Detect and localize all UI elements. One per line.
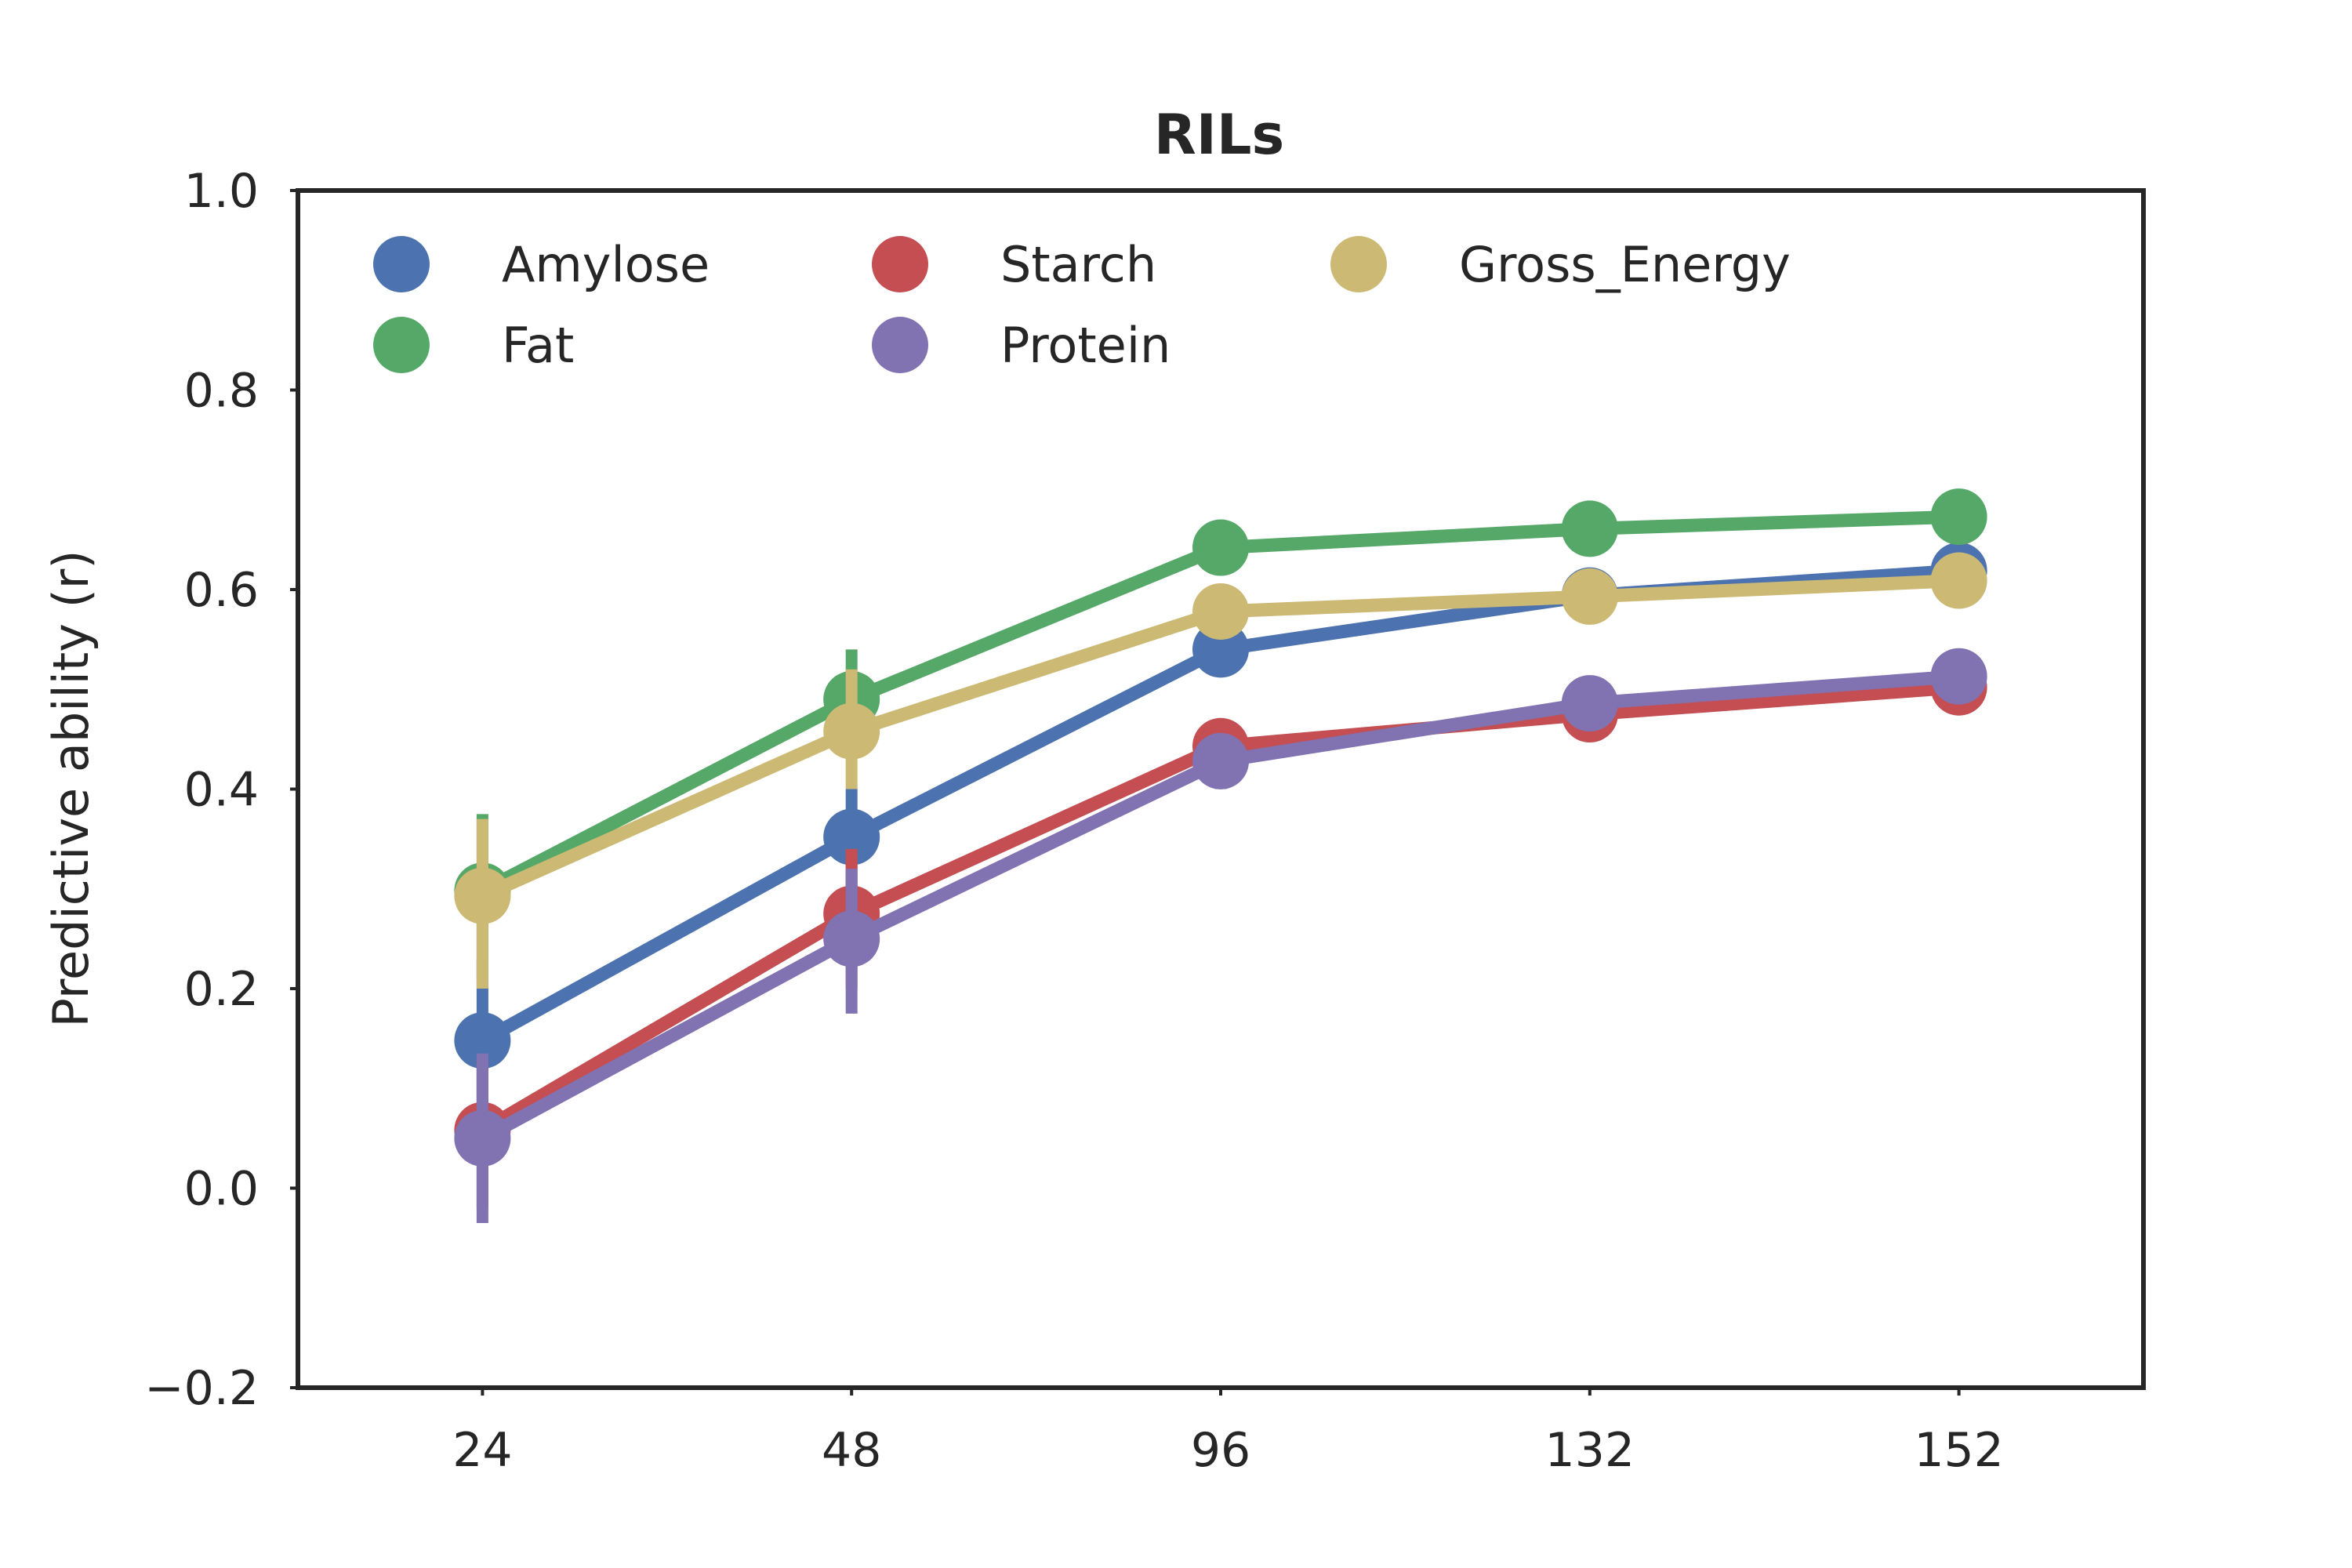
x-tick-label: 132 bbox=[1545, 1423, 1635, 1478]
y-tick-label: 0.8 bbox=[184, 364, 259, 419]
data-point bbox=[454, 1012, 511, 1069]
data-point bbox=[823, 808, 880, 866]
legend-marker bbox=[373, 317, 430, 373]
legend-item: Fat bbox=[373, 317, 574, 374]
chart-title: RILs bbox=[1154, 103, 1284, 167]
data-point bbox=[1192, 519, 1249, 576]
legend-marker bbox=[1330, 236, 1387, 292]
data-point bbox=[454, 867, 511, 924]
x-tick-label: 48 bbox=[822, 1423, 881, 1478]
y-tick-label: 1.0 bbox=[184, 164, 259, 219]
series-protein bbox=[454, 648, 1987, 1224]
data-point bbox=[823, 910, 880, 967]
legend-marker bbox=[373, 236, 430, 292]
series-gross-energy bbox=[454, 552, 1987, 989]
y-tick-label: 0.6 bbox=[184, 563, 259, 618]
y-axis-label: Predictive ability (r) bbox=[42, 550, 100, 1028]
data-point bbox=[1930, 552, 1987, 609]
legend-item: Gross_Energy bbox=[1330, 236, 1791, 293]
legend-label: Amylose bbox=[502, 236, 710, 293]
y-tick-label: 0.0 bbox=[184, 1162, 259, 1217]
data-point bbox=[1930, 648, 1987, 705]
legend-label: Starch bbox=[1000, 236, 1156, 293]
y-tick-label: −0.2 bbox=[144, 1361, 259, 1416]
legend-item: Starch bbox=[872, 236, 1156, 293]
data-point bbox=[454, 1109, 511, 1167]
data-point bbox=[823, 702, 880, 760]
data-point bbox=[1192, 583, 1249, 640]
x-tick-label: 152 bbox=[1914, 1423, 2004, 1478]
legend-item: Protein bbox=[872, 317, 1171, 374]
legend-marker bbox=[872, 317, 928, 373]
legend-label: Fat bbox=[502, 317, 574, 374]
x-tick-label: 96 bbox=[1191, 1423, 1250, 1478]
legend-marker bbox=[872, 236, 928, 292]
x-tick-label: 24 bbox=[452, 1423, 512, 1478]
y-tick-label: 0.4 bbox=[184, 763, 259, 818]
y-tick-label: 0.2 bbox=[184, 962, 259, 1017]
data-point bbox=[1561, 675, 1618, 732]
legend-item: Amylose bbox=[373, 236, 710, 293]
data-point bbox=[1561, 568, 1618, 625]
legend: Amylose Fat Starch Protein Gross_Energy bbox=[373, 236, 1791, 374]
legend-label: Protein bbox=[1000, 317, 1171, 374]
data-point bbox=[1192, 732, 1249, 789]
data-point bbox=[1930, 488, 1987, 546]
data-point bbox=[1561, 500, 1618, 557]
legend-label: Gross_Energy bbox=[1459, 236, 1791, 293]
